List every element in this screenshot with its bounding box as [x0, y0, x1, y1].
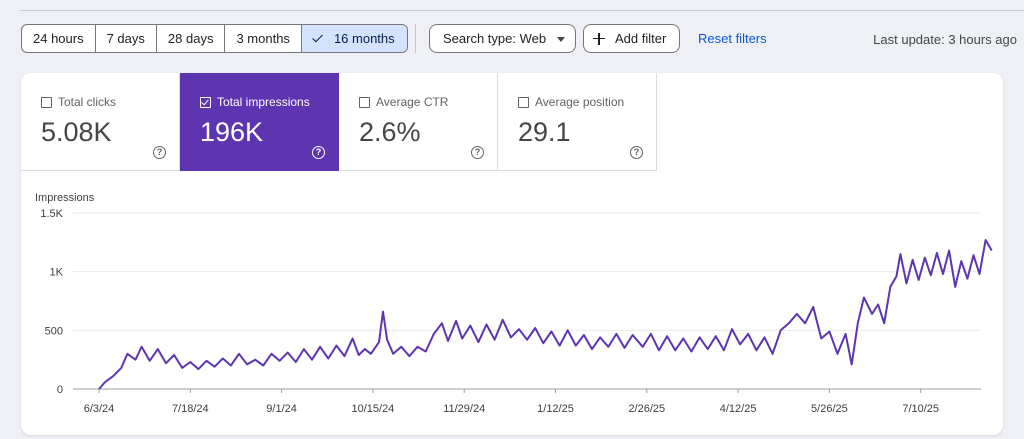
- y-tick-label: 500: [45, 325, 63, 337]
- range-7-days-button[interactable]: 7 days: [96, 25, 157, 52]
- metric-total-impressions[interactable]: Total impressions 196K ?: [180, 73, 339, 171]
- metric-value: 29.1: [518, 117, 571, 147]
- checkbox-icon[interactable]: [518, 96, 529, 108]
- reset-filters-link[interactable]: Reset filters: [698, 31, 767, 46]
- range-3-months-button[interactable]: 3 months: [225, 25, 302, 52]
- checkbox-icon[interactable]: [359, 96, 370, 108]
- checkmark-icon: [312, 31, 323, 43]
- range-28-days-button[interactable]: 28 days: [157, 25, 226, 52]
- checkbox-checked-icon[interactable]: [200, 96, 211, 108]
- x-tick-label: 1/12/25: [537, 403, 574, 415]
- help-icon[interactable]: ?: [630, 146, 643, 159]
- y-tick-label: 1.5K: [40, 208, 63, 220]
- plus-icon: [593, 32, 605, 45]
- help-icon[interactable]: ?: [471, 146, 484, 159]
- range-24-hours-button[interactable]: 24 hours: [22, 25, 96, 52]
- range-16-months-button[interactable]: 16 months: [301, 25, 407, 52]
- metric-label: Total clicks: [58, 95, 117, 109]
- x-tick-label: 7/10/25: [902, 403, 939, 415]
- date-range-selector: 24 hours 7 days 28 days 3 months 16 mont…: [21, 24, 408, 53]
- top-divider: [20, 10, 1024, 11]
- x-tick-label: 5/26/25: [811, 403, 848, 415]
- x-tick-label: 11/29/24: [443, 403, 485, 415]
- impressions-chart: Impressions 0 500 1K 1.5K 6/3/24 7/18/24 9/1/2…: [35, 192, 993, 415]
- metric-average-ctr[interactable]: Average CTR 2.6% ?: [339, 73, 498, 171]
- metric-value: 2.6%: [359, 117, 421, 147]
- x-tick-label: 10/15/24: [351, 403, 394, 415]
- metric-label: Average position: [535, 95, 625, 109]
- metric-total-clicks[interactable]: Total clicks 5.08K ?: [21, 73, 180, 171]
- x-tick-label: 9/1/24: [266, 403, 297, 415]
- metric-label: Average CTR: [376, 95, 449, 109]
- checkbox-icon[interactable]: [41, 96, 52, 108]
- y-tick-label: 1K: [50, 267, 64, 279]
- x-tick-label: 6/3/24: [84, 403, 115, 415]
- performance-card: Total clicks 5.08K ? Total impressions 1…: [21, 73, 1003, 435]
- search-type-dropdown[interactable]: Search type: Web: [429, 24, 576, 53]
- x-tick-label: 7/18/24: [172, 403, 209, 415]
- x-tick-label: 2/26/25: [628, 403, 665, 415]
- y-axis-label: Impressions: [35, 192, 95, 204]
- metric-label: Total impressions: [217, 95, 310, 109]
- toolbar-separator: [415, 24, 416, 53]
- add-filter-button[interactable]: Add filter: [583, 24, 680, 53]
- help-icon[interactable]: ?: [312, 146, 325, 159]
- metric-value: 5.08K: [41, 117, 112, 147]
- last-update-text: Last update: 3 hours ago: [873, 32, 1017, 47]
- x-tick-label: 4/12/25: [720, 403, 757, 415]
- search-type-label: Search type: Web: [443, 31, 547, 46]
- metric-value: 196K: [200, 117, 264, 147]
- add-filter-label: Add filter: [615, 31, 667, 46]
- impressions-series-line: [98, 239, 993, 390]
- metric-average-position[interactable]: Average position 29.1 ?: [498, 73, 657, 171]
- help-icon[interactable]: ?: [153, 146, 166, 159]
- caret-down-icon: [557, 37, 565, 42]
- y-tick-label: 0: [57, 384, 63, 396]
